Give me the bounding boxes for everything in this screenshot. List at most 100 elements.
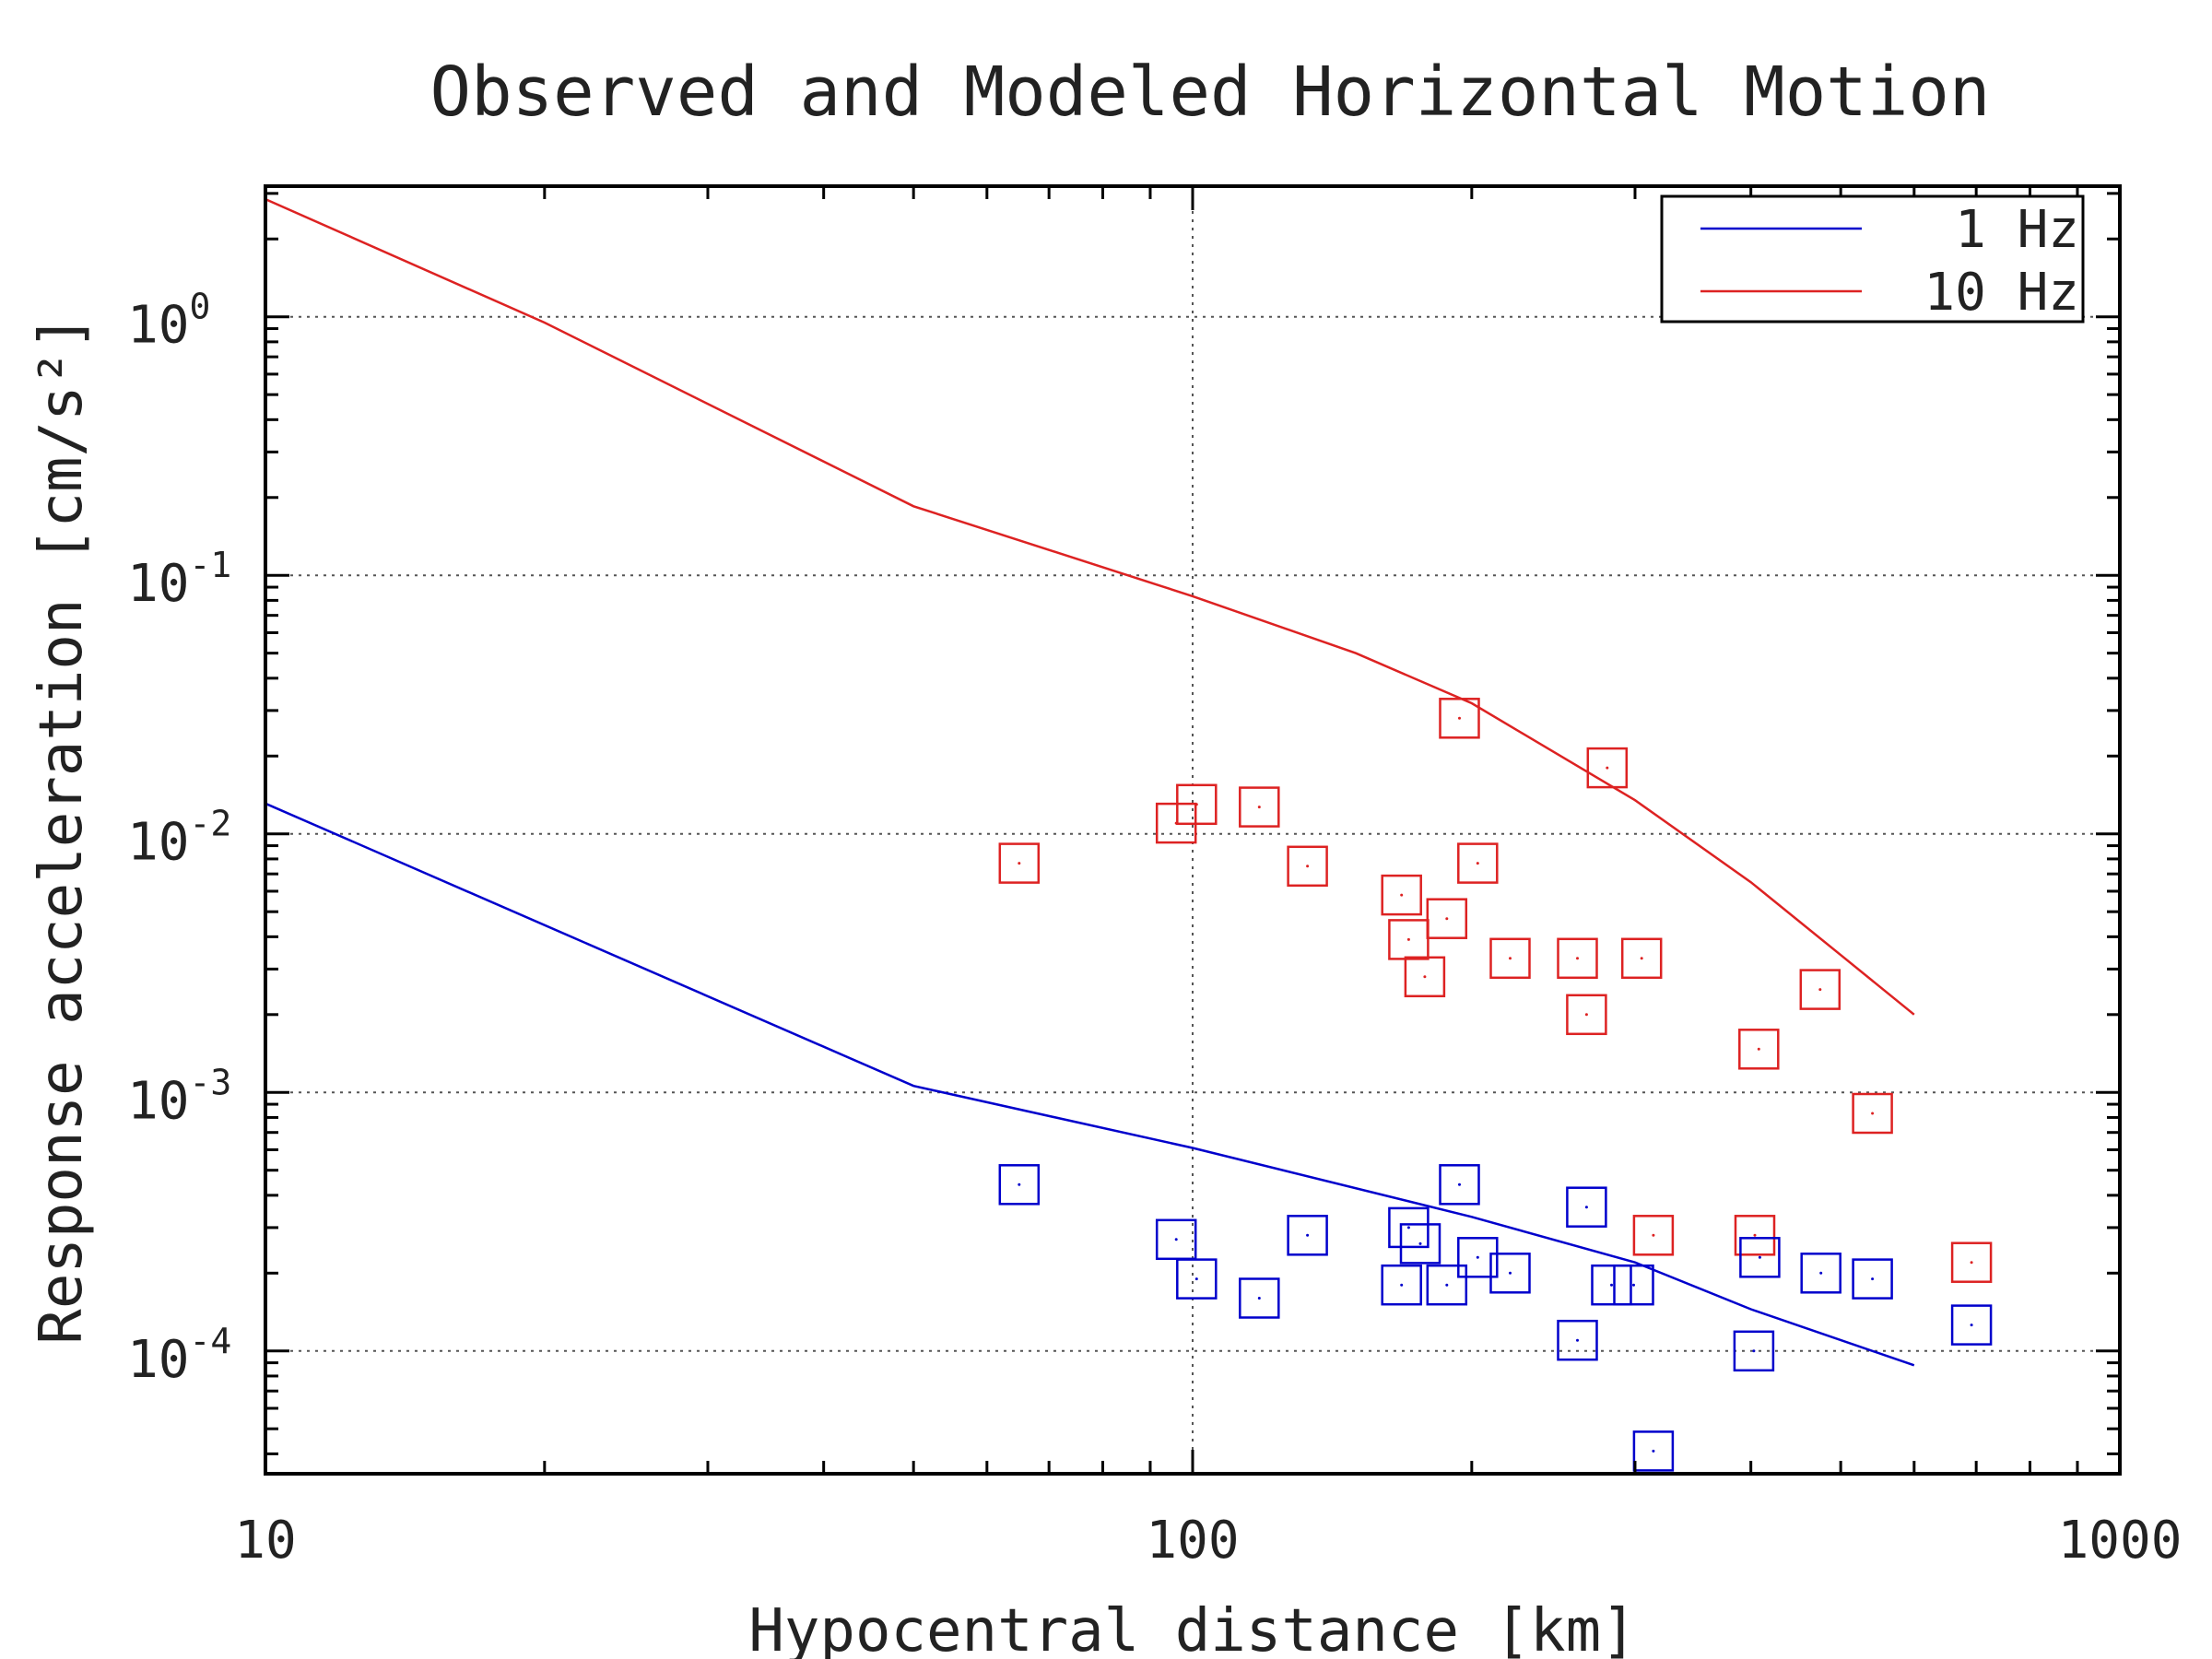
legend-box xyxy=(1660,194,2085,324)
observed-point-10hz xyxy=(1489,937,1531,980)
observed-point-center-10hz xyxy=(1406,937,1410,941)
observed-point-10hz xyxy=(1950,1241,1993,1283)
observed-point-10hz xyxy=(1734,1215,1776,1256)
observed-point-center-10hz xyxy=(1871,1112,1875,1115)
observed-point-center-10hz xyxy=(1584,1013,1588,1017)
observed-point-10hz xyxy=(1566,994,1607,1036)
observed-point-center-1hz xyxy=(1458,1182,1461,1186)
observed-point-center-10hz xyxy=(1423,975,1427,979)
observed-point-10hz xyxy=(1426,898,1468,939)
observed-point-1hz xyxy=(1399,1223,1441,1265)
plot-frame xyxy=(264,184,2122,1476)
x-tick-label: 10 xyxy=(234,1511,296,1571)
legend-label-10hz: 10 Hz xyxy=(1924,263,2079,323)
observed-point-center-10hz xyxy=(1194,803,1198,806)
observed-point-1hz xyxy=(1566,1186,1607,1228)
grid-lines xyxy=(265,186,2120,1474)
observed-point-center-10hz xyxy=(1652,1233,1655,1237)
y-tick-label: 10-4 xyxy=(127,1321,231,1390)
observed-point-center-1hz xyxy=(1576,1338,1579,1342)
observed-point-center-10hz xyxy=(1458,716,1461,720)
observed-point-1hz xyxy=(1489,1253,1531,1294)
observed-point-1hz xyxy=(1239,1277,1280,1319)
observed-point-center-1hz xyxy=(1758,1255,1761,1259)
observed-point-center-10hz xyxy=(1818,988,1822,992)
model-line-10hz xyxy=(265,197,1915,1016)
y-tick-labels: 10-4 10-3 10-2 10-1 100 xyxy=(127,287,231,1390)
observed-point-1hz xyxy=(1613,1264,1654,1306)
legend: 1 Hz 10 Hz xyxy=(1660,194,2085,324)
observed-point-1hz xyxy=(1381,1264,1422,1306)
observed-point-1hz xyxy=(1739,1237,1781,1278)
observed-point-center-1hz xyxy=(1752,1349,1756,1353)
observed-point-1hz xyxy=(1176,1258,1218,1300)
observed-point-center-10hz xyxy=(1509,957,1512,960)
observed-point-1hz xyxy=(1439,1164,1480,1206)
observed-point-center-1hz xyxy=(1194,1277,1198,1281)
observed-point-1hz xyxy=(1287,1215,1328,1256)
observed-point-center-10hz xyxy=(1606,766,1609,770)
observed-point-center-1hz xyxy=(1445,1283,1449,1287)
observed-point-10hz xyxy=(1176,783,1218,826)
observed-point-center-1hz xyxy=(1400,1283,1404,1287)
observed-point-center-1hz xyxy=(1652,1449,1655,1453)
x-tick-label: 100 xyxy=(1146,1511,1239,1571)
observed-point-center-1hz xyxy=(1418,1241,1422,1245)
observed-points xyxy=(998,698,1993,1472)
observed-point-10hz xyxy=(1239,786,1280,828)
observed-point-1hz xyxy=(1852,1258,1893,1300)
y-axis-label: Response acceleration [cm/s²] xyxy=(28,314,96,1344)
y-tick-label: 10-3 xyxy=(127,1062,231,1131)
observed-point-center-10hz xyxy=(1576,957,1579,960)
observed-point-center-10hz xyxy=(1445,917,1449,921)
model-line-1hz xyxy=(265,802,1915,1367)
observed-point-center-1hz xyxy=(1871,1277,1875,1281)
observed-point-center-10hz xyxy=(1257,806,1261,809)
observed-point-center-1hz xyxy=(1584,1206,1588,1209)
x-tick-label: 1000 xyxy=(2058,1511,2183,1571)
observed-point-1hz xyxy=(1800,1253,1841,1294)
legend-label-1hz: 1 Hz xyxy=(1955,200,2079,260)
observed-point-center-1hz xyxy=(1610,1283,1613,1287)
observed-point-center-1hz xyxy=(1509,1271,1512,1275)
x-axis-label: Hypocentral distance [km] xyxy=(748,1597,1636,1659)
observed-point-center-10hz xyxy=(1753,1233,1757,1237)
observed-point-10hz xyxy=(1852,1092,1893,1135)
observed-point-10hz xyxy=(1632,1215,1675,1256)
observed-point-center-1hz xyxy=(1406,1226,1410,1230)
observed-point-center-1hz xyxy=(1257,1297,1261,1300)
observed-point-center-10hz xyxy=(1306,865,1310,868)
observed-point-center-1hz xyxy=(1632,1283,1635,1287)
observed-point-1hz xyxy=(1457,1237,1499,1278)
axis-ticks xyxy=(264,186,2122,1474)
model-lines xyxy=(265,197,1915,1367)
observed-point-center-10hz xyxy=(1757,1047,1760,1051)
observed-point-1hz xyxy=(1733,1330,1775,1372)
observed-point-center-10hz xyxy=(1476,862,1479,865)
y-tick-label: 10-2 xyxy=(127,804,231,873)
observed-point-10hz xyxy=(1586,747,1629,789)
observed-point-center-1hz xyxy=(1819,1271,1823,1275)
observed-point-10hz xyxy=(1381,874,1422,916)
observed-point-10hz xyxy=(1287,845,1328,888)
observed-point-center-10hz xyxy=(1400,893,1404,897)
observed-point-10hz xyxy=(1738,1029,1780,1070)
observed-point-10hz xyxy=(1457,842,1499,884)
observed-point-10hz xyxy=(1388,919,1430,960)
x-tick-labels: 10 100 1000 xyxy=(234,1511,2182,1571)
observed-point-10hz xyxy=(1404,956,1446,998)
chart-title: Observed and Modeled Horizontal Motion xyxy=(430,53,1991,132)
observed-point-center-1hz xyxy=(1174,1238,1178,1241)
observed-point-center-1hz xyxy=(1476,1255,1479,1259)
observed-point-10hz xyxy=(998,842,1041,884)
observed-point-1hz xyxy=(1557,1319,1598,1361)
observed-point-10hz xyxy=(1439,698,1480,739)
observed-point-center-1hz xyxy=(1018,1182,1021,1186)
y-tick-label: 10-1 xyxy=(127,545,231,614)
observed-point-center-10hz xyxy=(1640,957,1643,960)
observed-point-10hz xyxy=(1620,937,1663,980)
observed-point-10hz xyxy=(1799,969,1841,1010)
observed-point-center-10hz xyxy=(1970,1261,1973,1265)
observed-point-10hz xyxy=(1557,937,1598,980)
